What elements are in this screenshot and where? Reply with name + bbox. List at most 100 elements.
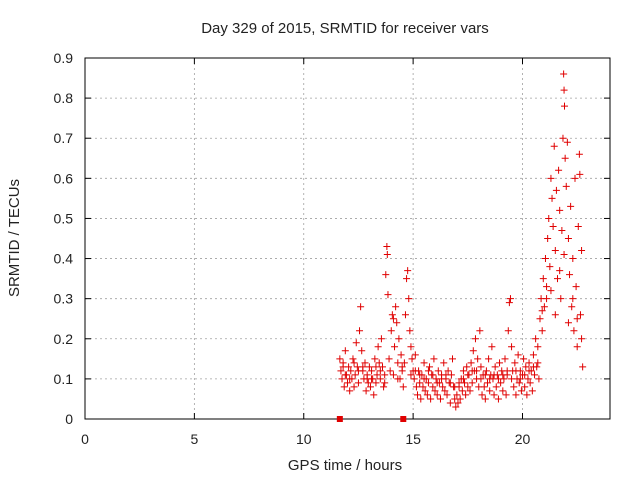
data-point xyxy=(511,359,519,367)
data-point xyxy=(364,379,372,387)
data-point xyxy=(384,291,392,299)
data-point xyxy=(550,142,558,150)
data-point xyxy=(491,363,499,371)
y-tick-label: 0.3 xyxy=(54,291,74,307)
data-point xyxy=(473,367,481,375)
data-point xyxy=(485,355,493,363)
data-point xyxy=(424,367,432,375)
data-point xyxy=(441,387,449,395)
data-point xyxy=(339,363,347,371)
data-point xyxy=(420,359,428,367)
data-point xyxy=(476,327,484,335)
data-point xyxy=(455,379,463,387)
data-point xyxy=(374,343,382,351)
data-point xyxy=(444,367,452,375)
data-point xyxy=(494,375,502,383)
data-point xyxy=(383,243,391,251)
data-point xyxy=(443,391,451,399)
data-point xyxy=(398,363,406,371)
data-point xyxy=(376,375,384,383)
data-point xyxy=(405,295,413,303)
data-point xyxy=(442,371,450,379)
data-point xyxy=(573,315,581,323)
data-point xyxy=(462,391,470,399)
data-point xyxy=(466,387,474,395)
y-tick-label: 0.4 xyxy=(54,251,74,267)
data-point xyxy=(347,367,355,375)
y-tick-label: 0 xyxy=(65,411,73,427)
data-point xyxy=(359,363,367,371)
data-point xyxy=(463,363,471,371)
data-point xyxy=(350,359,358,367)
data-point xyxy=(410,375,418,383)
data-point xyxy=(503,367,511,375)
data-point xyxy=(429,371,437,379)
data-point xyxy=(394,359,402,367)
data-point xyxy=(556,206,564,214)
data-point xyxy=(545,214,553,222)
data-point xyxy=(389,371,397,379)
data-point xyxy=(352,339,360,347)
data-point xyxy=(514,351,522,359)
data-point xyxy=(469,347,477,355)
x-tick-label: 10 xyxy=(296,431,312,447)
data-point xyxy=(564,319,572,327)
chart-title: Day 329 of 2015, SRMTID for receiver var… xyxy=(201,20,489,37)
data-point xyxy=(383,251,391,259)
data-point xyxy=(423,391,431,399)
data-point xyxy=(547,174,555,182)
data-point xyxy=(379,363,386,371)
data-point xyxy=(529,351,537,359)
data-point xyxy=(366,383,374,391)
data-point xyxy=(375,359,383,367)
data-point xyxy=(564,235,572,242)
data-point xyxy=(526,379,534,387)
y-tick-label: 0.7 xyxy=(54,130,74,146)
data-point xyxy=(515,379,523,387)
data-point xyxy=(566,271,574,279)
data-point xyxy=(458,387,466,395)
data-point xyxy=(551,311,559,319)
data-point xyxy=(552,186,560,194)
data-point xyxy=(571,174,579,182)
data-point xyxy=(340,383,348,391)
data-point xyxy=(388,311,396,319)
data-point xyxy=(575,150,583,158)
data-point xyxy=(525,367,533,375)
data-point xyxy=(464,371,472,379)
data-point xyxy=(337,367,345,375)
data-point xyxy=(568,303,576,311)
data-point xyxy=(544,235,552,242)
data-point xyxy=(371,355,379,363)
data-point xyxy=(494,395,502,403)
data-point xyxy=(433,391,441,399)
data-point xyxy=(521,371,529,379)
data-point xyxy=(578,247,586,255)
data-point xyxy=(393,319,401,327)
data-point xyxy=(497,379,505,387)
data-point xyxy=(535,375,543,383)
data-point xyxy=(403,275,411,283)
data-point xyxy=(555,166,563,174)
data-point xyxy=(520,355,528,363)
data-point xyxy=(502,391,510,399)
data-point xyxy=(408,355,416,363)
data-point xyxy=(380,383,388,391)
data-point xyxy=(357,303,365,311)
data-point-square xyxy=(400,416,407,422)
data-point xyxy=(350,383,358,391)
data-point xyxy=(517,387,525,395)
data-point xyxy=(560,251,568,259)
data-point xyxy=(381,379,389,387)
data-point xyxy=(481,371,489,379)
data-point xyxy=(560,70,568,78)
data-point xyxy=(567,202,575,210)
data-point xyxy=(562,182,570,190)
data-point xyxy=(576,311,584,319)
data-point xyxy=(417,395,425,403)
data-point xyxy=(389,315,397,323)
data-point xyxy=(449,355,456,363)
data-point xyxy=(573,343,581,351)
data-point xyxy=(561,102,568,110)
